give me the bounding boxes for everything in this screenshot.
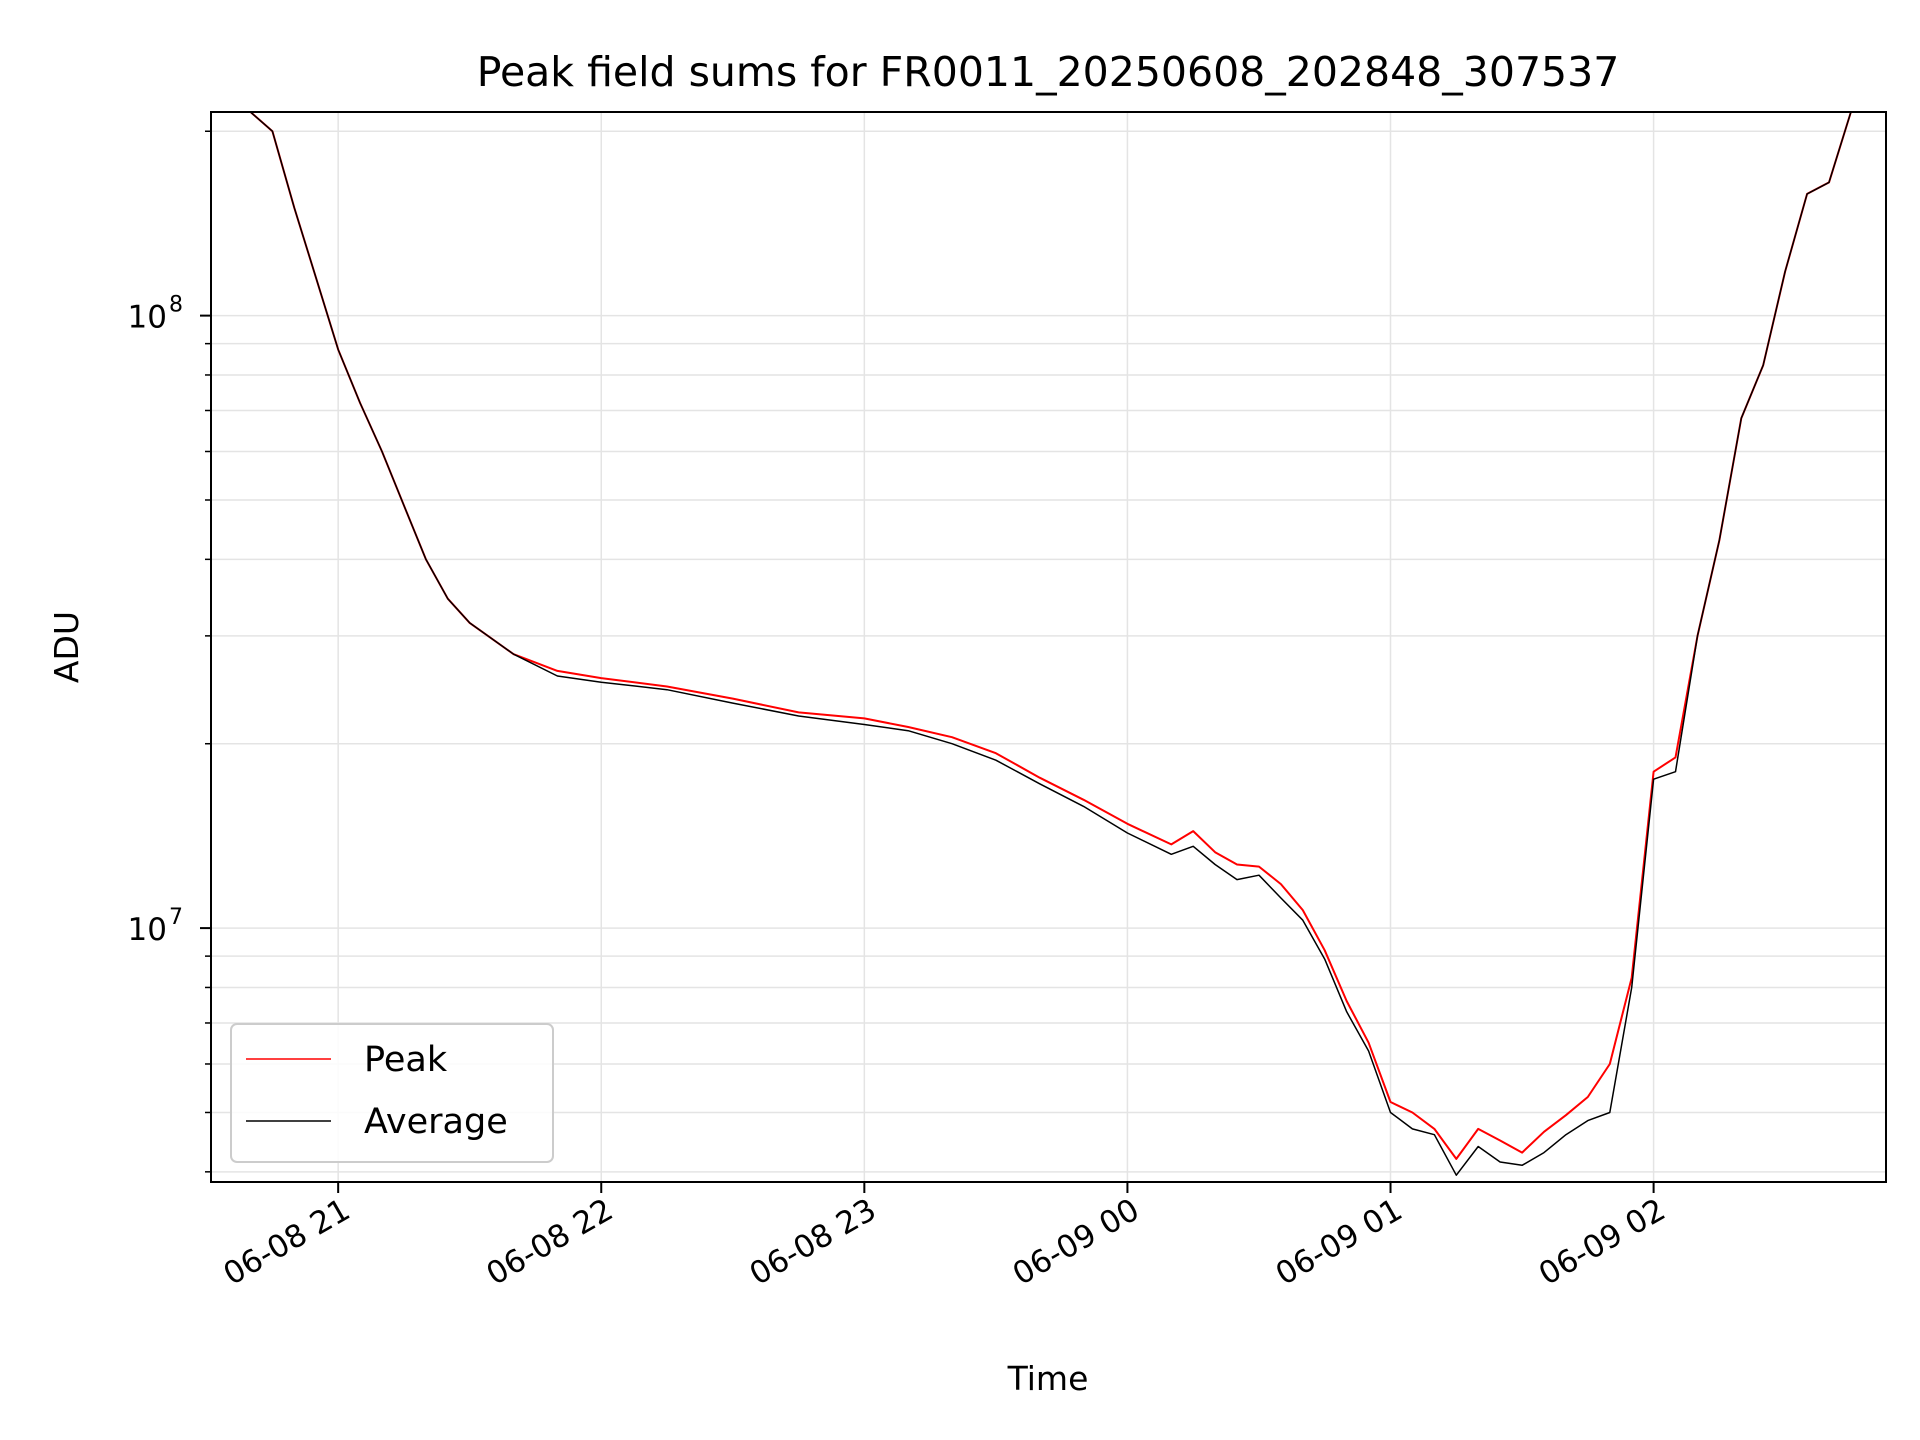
x-axis-label: Time [1007,1359,1089,1398]
legend-label-peak: Peak [364,1040,448,1080]
y-tick-exponent: 7 [169,905,183,930]
series-lines [211,111,1886,1176]
chart-title: Peak field sums for FR0011_20250608_2028… [477,48,1620,96]
y-tick-label: 10 [128,912,167,948]
y-axis-label: ADU [47,611,86,683]
legend-label-average: Average [364,1102,508,1142]
y-tick-label: 10 [128,300,167,336]
legend: Peak Average [230,1023,554,1163]
plot-frame [210,111,1887,1183]
series-line-average [211,111,1886,1176]
y-tick-exponent: 8 [169,293,183,318]
